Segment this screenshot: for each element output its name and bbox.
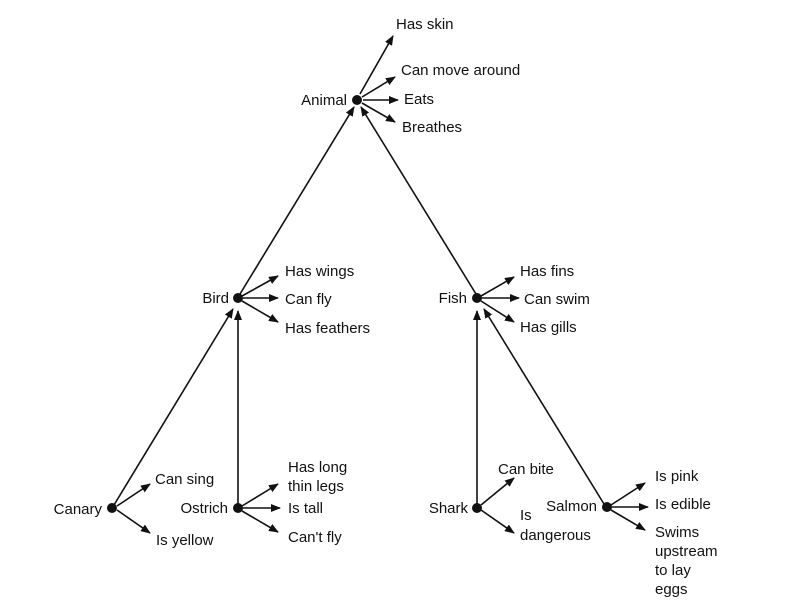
prop-canary-can-sing: Can sing xyxy=(155,471,214,488)
edge-shark-can-bite xyxy=(480,477,515,506)
label-shark: Shark xyxy=(429,500,469,517)
edge-ostrich-cant-fly xyxy=(241,510,279,533)
prop-salmon-is-pink: Is pink xyxy=(655,468,699,485)
edge-bird-has-wings xyxy=(241,275,279,297)
edge-bird-to-animal xyxy=(239,106,355,295)
node-shark xyxy=(472,503,482,513)
edge-salmon-to-fish xyxy=(483,308,605,505)
node-fish xyxy=(472,293,482,303)
node-salmon xyxy=(602,502,612,512)
prop-bird-has-wings: Has wings xyxy=(285,263,354,280)
prop-canary-is-yellow: Is yellow xyxy=(156,532,214,549)
label-bird: Bird xyxy=(202,290,229,307)
edge-fish-to-animal xyxy=(360,106,477,295)
prop-animal-eats: Eats xyxy=(404,91,434,108)
edge-fish-has-gills xyxy=(480,300,515,323)
prop-fish-has-gills: Has gills xyxy=(520,319,577,336)
label-salmon: Salmon xyxy=(546,498,597,515)
edge-salmon-swims xyxy=(610,509,646,531)
edge-animal-can-move xyxy=(361,76,396,98)
edge-bird-has-feathers xyxy=(241,300,279,323)
label-canary: Canary xyxy=(54,501,103,518)
prop-salmon-is-edible: Is edible xyxy=(655,496,711,513)
edge-canary-to-bird xyxy=(113,308,234,506)
edge-canary-can-sing xyxy=(116,483,151,507)
prop-ostrich-long-legs-2: thin legs xyxy=(288,478,344,495)
node-ostrich xyxy=(233,503,243,513)
edge-animal-has-skin xyxy=(359,35,394,95)
prop-shark-dangerous-2: dangerous xyxy=(520,527,591,544)
prop-ostrich-long-legs-1: Has long xyxy=(288,459,347,476)
edge-shark-dangerous xyxy=(480,509,515,534)
prop-fish-can-swim: Can swim xyxy=(524,291,590,308)
prop-ostrich-is-tall: Is tall xyxy=(288,500,323,517)
label-fish: Fish xyxy=(439,290,467,307)
node-animal xyxy=(352,95,362,105)
prop-salmon-swims-4: eggs xyxy=(655,581,688,598)
edge-animal-breathes xyxy=(361,102,396,123)
prop-shark-can-bite: Can bite xyxy=(498,461,554,478)
prop-animal-can-move: Can move around xyxy=(401,62,520,79)
node-canary xyxy=(107,503,117,513)
node-bird xyxy=(233,293,243,303)
prop-bird-has-feathers: Has feathers xyxy=(285,320,370,337)
prop-shark-dangerous-1: Is xyxy=(520,507,532,524)
prop-animal-breathes: Breathes xyxy=(402,119,462,136)
prop-fish-has-fins: Has fins xyxy=(520,263,574,280)
label-ostrich: Ostrich xyxy=(180,500,228,517)
edge-canary-is-yellow xyxy=(116,509,151,534)
label-animal: Animal xyxy=(301,92,347,109)
edge-salmon-is-pink xyxy=(610,482,646,506)
prop-ostrich-cant-fly: Can't fly xyxy=(288,529,342,546)
prop-animal-has-skin: Has skin xyxy=(396,16,454,33)
prop-salmon-swims-2: upstream xyxy=(655,543,718,560)
edge-fish-has-fins xyxy=(480,276,515,297)
prop-bird-can-fly: Can fly xyxy=(285,291,332,308)
prop-salmon-swims-1: Swims xyxy=(655,524,699,541)
prop-salmon-swims-3: to lay xyxy=(655,562,691,579)
edge-ostrich-long-legs xyxy=(241,483,279,507)
